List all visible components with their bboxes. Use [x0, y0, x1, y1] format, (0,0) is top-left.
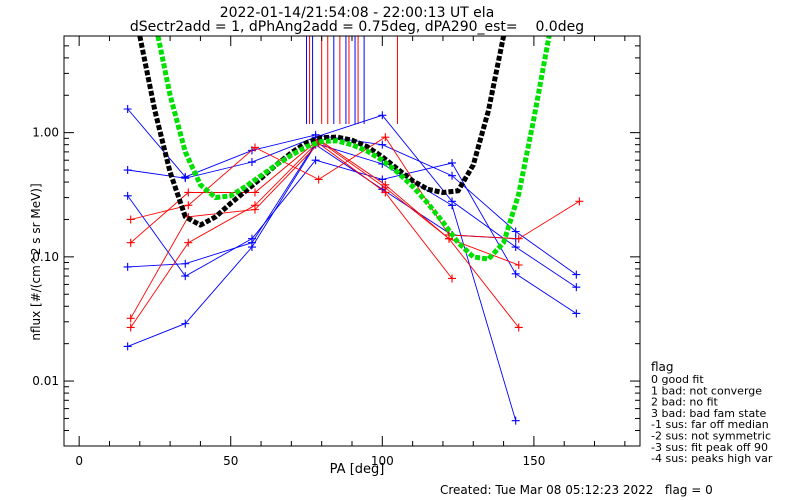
data-point-5-2: [250, 143, 259, 152]
data-point-1-2: [247, 158, 256, 167]
data-point-2-1: [181, 272, 190, 281]
data-point-2-3: [311, 156, 320, 165]
data-point-4-0: [123, 342, 132, 351]
data-point-3-1: [181, 259, 190, 268]
x-tick-label: 0: [75, 454, 83, 468]
data-point-0-7: [572, 270, 581, 279]
series-line-3: [127, 142, 517, 421]
data-point-6-1: [184, 188, 193, 197]
x-tick-label: 150: [522, 454, 545, 468]
data-point-0-0: [123, 105, 132, 114]
data-point-2-0: [123, 191, 132, 200]
legend-entry: 2 bad: no fit: [651, 396, 719, 409]
data-point-2-4: [378, 175, 387, 184]
legend-title: flag: [651, 360, 674, 374]
data-point-8-4: [381, 183, 390, 192]
data-point-5-3: [314, 175, 323, 184]
data-point-4-1: [181, 319, 190, 328]
y-tick-label: 0.10: [32, 250, 59, 264]
legend-entry: -1 sus: far off median: [651, 418, 769, 431]
data-layer: [123, 36, 584, 425]
legend-entry: -4 sus: peaks high var: [651, 452, 773, 465]
data-point-4-2: [247, 243, 256, 252]
y-tick-label: 1.00: [32, 126, 59, 140]
data-point-0-4: [378, 140, 387, 149]
plot-frame: [63, 35, 641, 447]
data-point-3-5: [448, 201, 457, 210]
data-point-6-0: [126, 238, 135, 247]
series-line-2: [127, 159, 577, 314]
fit-curve-0: [137, 36, 507, 228]
data-point-1-6: [511, 243, 520, 252]
data-point-3-6: [511, 416, 520, 425]
data-point-6-2: [250, 188, 259, 197]
x-axis-label: PA [deg]: [330, 462, 385, 477]
data-point-1-0: [123, 166, 132, 175]
footer-created: Created: Tue Mar 08 05:12:23 2022 flag =…: [440, 483, 713, 497]
data-point-1-4: [378, 111, 387, 120]
axes-layer: 0 50 100 150 0.01 0.10 1.00: [32, 35, 641, 468]
x-tick-label: 50: [223, 454, 238, 468]
plot-area: [123, 36, 584, 425]
data-point-2-5: [448, 158, 457, 167]
data-point-8-6: [514, 323, 523, 332]
legend-entry: 3 bad: bad fam state: [651, 407, 767, 420]
data-point-5-0: [126, 215, 135, 224]
series-line-0: [127, 108, 577, 275]
data-point-6-6: [514, 260, 523, 269]
data-point-8-0: [126, 323, 135, 332]
data-point-8-2: [250, 201, 259, 210]
chart-subtitle: dSectr2add = 1, dPhAng2add = 0.75deg, dP…: [130, 19, 584, 35]
legend-entry: -3 sus: fit peak off 90: [651, 441, 768, 454]
x-tick-label: 100: [371, 454, 394, 468]
data-point-7-5: [448, 274, 457, 283]
legend-entry: 0 good fit: [651, 373, 704, 386]
legend: flag 0 good fit 1 bad: not converge 2 ba…: [651, 360, 773, 465]
data-point-2-7: [572, 309, 581, 318]
data-point-8-5: [445, 234, 454, 243]
data-point-5-6: [514, 234, 523, 243]
y-tick-label: 0.01: [32, 374, 59, 388]
data-point-0-6: [511, 227, 520, 236]
data-point-3-0: [123, 262, 132, 271]
series-line-5: [130, 136, 580, 240]
chart-title: 2022-01-14/21:54:08 - 22:00:13 UT ela: [220, 5, 495, 21]
series-line-7: [130, 142, 453, 319]
y-axis-label: nflux [#/(cm^2 s sr MeV)]: [29, 183, 43, 340]
data-point-1-1: [181, 174, 190, 183]
fit-curve-1: [155, 36, 552, 262]
data-point-5-1: [184, 201, 193, 210]
data-point-0-5: [448, 171, 457, 180]
legend-entry: 1 bad: not converge: [651, 384, 762, 397]
data-point-7-0: [126, 314, 135, 323]
data-point-8-1: [184, 238, 193, 247]
data-point-5-7: [575, 197, 584, 206]
legend-entry: -2 sus: not symmetric: [651, 430, 771, 443]
data-point-2-6: [511, 269, 520, 278]
data-point-5-4: [381, 133, 390, 142]
data-point-1-7: [572, 283, 581, 292]
